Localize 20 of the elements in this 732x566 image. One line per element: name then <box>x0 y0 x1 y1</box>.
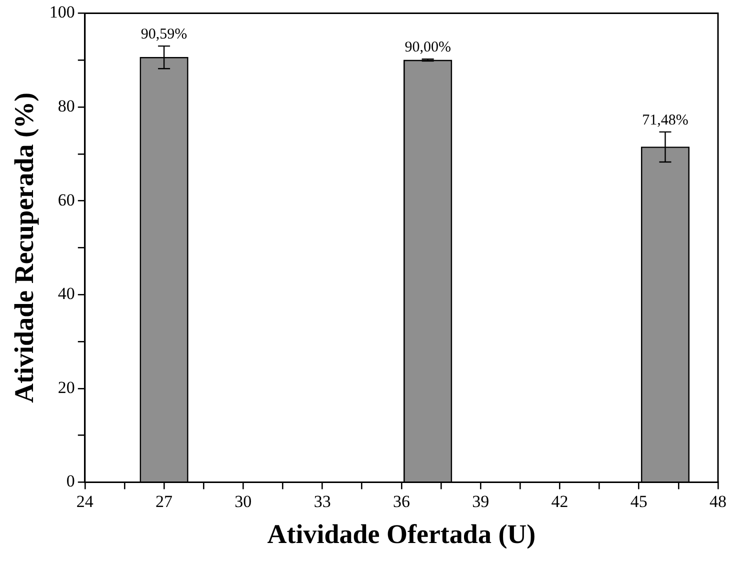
x-tick-label: 27 <box>156 492 174 511</box>
data-label: 90,59% <box>140 26 188 43</box>
x-tick-label: 45 <box>630 492 648 511</box>
x-tick-label: 30 <box>234 492 252 511</box>
x-axis-title: Atividade Ofertada (U) <box>267 518 536 549</box>
data-label: 90,00% <box>404 40 451 56</box>
y-tick-label: 0 <box>66 472 75 491</box>
y-tick-label: 80 <box>58 96 75 116</box>
y-tick-label: 100 <box>49 2 75 22</box>
y-tick-label: 60 <box>58 190 75 210</box>
x-tick-label: 33 <box>314 492 331 511</box>
data-label: 71,48% <box>642 112 688 128</box>
y-axis-title: Atividade Recuperada (%) <box>9 92 40 403</box>
x-tick-label: 42 <box>551 492 568 511</box>
y-tick-label: 20 <box>58 378 75 397</box>
x-tick-label: 24 <box>76 492 94 511</box>
x-tick-label: 36 <box>392 492 410 511</box>
y-tick-label: 40 <box>58 284 75 304</box>
x-tick-label: 48 <box>710 492 726 511</box>
x-tick-label: 39 <box>472 492 490 511</box>
